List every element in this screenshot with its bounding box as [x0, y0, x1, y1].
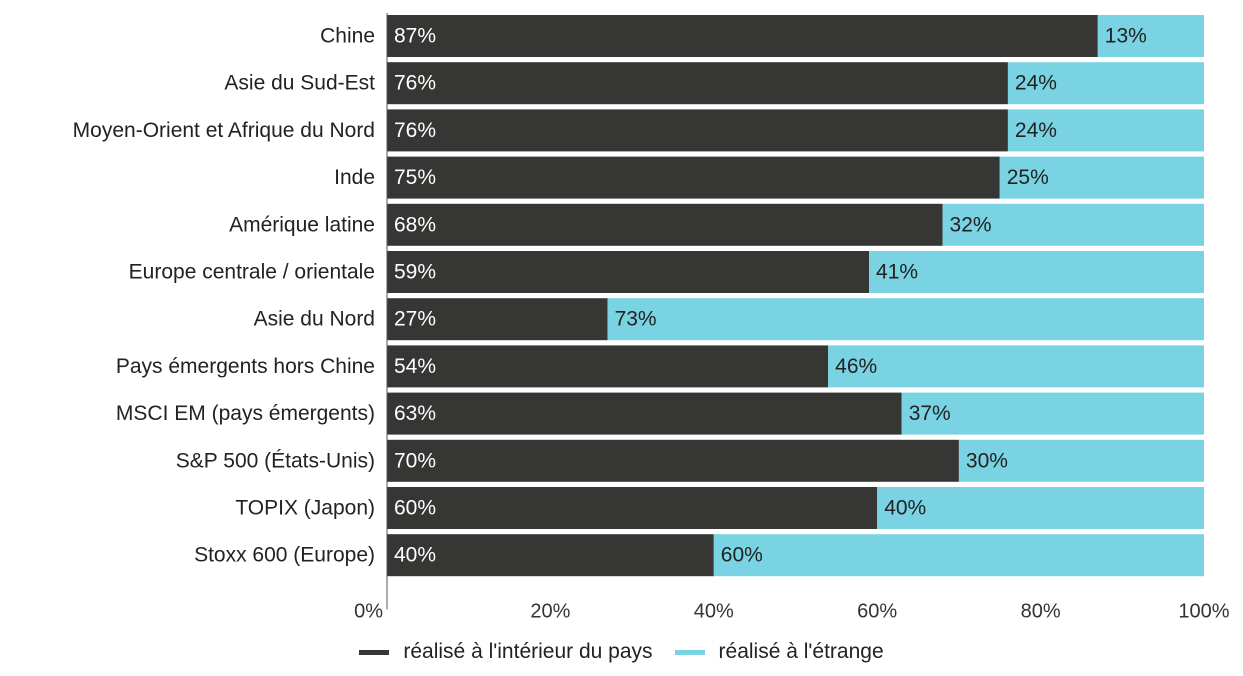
bar-label-domestic: 75% [394, 166, 436, 189]
x-tick-label: 0% [354, 600, 383, 622]
bar-foreign [869, 251, 1204, 293]
category-label: MSCI EM (pays émergents) [116, 402, 375, 425]
bar-foreign [713, 534, 1204, 577]
bar-foreign [1007, 109, 1204, 152]
stacked-bar-chart: Chine 87% 13% Asie du Sud-Est 76% 24% Moyen-Or… [73, 13, 1230, 622]
bar-label-domestic: 59% [394, 261, 436, 284]
bar-label-domestic: 40% [394, 544, 436, 567]
bar-label-domestic: 54% [394, 355, 436, 378]
bar-label-foreign: 25% [1007, 166, 1049, 189]
bar-domestic [387, 15, 1098, 57]
bar-label-foreign: 24% [1015, 72, 1057, 95]
category-label: Asie du Sud-Est [224, 72, 375, 95]
bar-domestic [387, 298, 608, 341]
bar-domestic [387, 439, 959, 482]
bar-domestic [387, 203, 943, 246]
legend-item-domestic: réalisé à l'intérieur du pays [359, 640, 653, 664]
x-tick-label: 80% [1021, 600, 1061, 622]
x-tick-label: 100% [1178, 600, 1229, 622]
bar-label-domestic: 76% [394, 72, 436, 95]
bar-domestic [387, 345, 829, 388]
bar-label-foreign: 32% [950, 213, 992, 236]
bar-domestic [387, 392, 902, 435]
bar-label-foreign: 13% [1105, 25, 1147, 48]
x-tick-label: 20% [530, 600, 570, 622]
legend-item-foreign: réalisé à l'étrange [674, 640, 884, 664]
bar-label-foreign: 30% [966, 449, 1008, 472]
category-label: TOPIX (Japon) [235, 497, 375, 520]
bar-foreign [958, 439, 1204, 482]
bar-label-domestic: 70% [394, 449, 436, 472]
bar-label-domestic: 63% [394, 402, 436, 425]
category-label: S&P 500 (États-Unis) [176, 449, 375, 472]
bar-domestic [387, 109, 1008, 152]
bar-domestic [387, 156, 1000, 199]
legend-label-foreign: réalisé à l'étrange [718, 640, 884, 663]
bar-label-domestic: 27% [394, 308, 436, 331]
bar-label-foreign: 40% [884, 497, 926, 520]
bar-label-foreign: 60% [721, 544, 763, 567]
bar-label-foreign: 24% [1015, 119, 1057, 142]
legend-swatch-domestic [359, 649, 390, 655]
category-label: Asie du Nord [254, 308, 375, 331]
bar-foreign [607, 298, 1204, 341]
bar-domestic [387, 251, 870, 293]
legend-label-domestic: réalisé à l'intérieur du pays [403, 640, 653, 663]
bar-domestic [387, 62, 1008, 105]
bar-label-foreign: 46% [835, 355, 877, 378]
category-label: Pays émergents hors Chine [116, 355, 375, 378]
category-label: Chine [320, 25, 375, 48]
bar-foreign [999, 156, 1204, 199]
category-label: Inde [334, 166, 375, 189]
legend-swatch-foreign [674, 649, 705, 655]
bar-foreign [942, 203, 1204, 246]
bar-foreign [877, 487, 1204, 529]
bar-foreign [828, 345, 1204, 388]
x-tick-label: 40% [694, 600, 734, 622]
category-label: Amérique latine [229, 213, 375, 236]
bar-label-domestic: 68% [394, 213, 436, 236]
category-label: Moyen-Orient et Afrique du Nord [73, 119, 375, 142]
bar-domestic [387, 534, 714, 577]
category-label: Stoxx 600 (Europe) [194, 544, 375, 567]
bar-foreign [1007, 62, 1204, 105]
bar-label-domestic: 60% [394, 497, 436, 520]
bar-label-foreign: 37% [909, 402, 951, 425]
bar-domestic [387, 487, 878, 529]
bar-label-foreign: 41% [876, 261, 918, 284]
bar-label-domestic: 76% [394, 119, 436, 142]
bar-label-domestic: 87% [394, 25, 436, 48]
bar-foreign [901, 392, 1204, 435]
legend: réalisé à l'intérieur du pays réalisé à … [0, 640, 1243, 664]
category-label: Europe centrale / orientale [129, 261, 375, 284]
x-tick-label: 60% [857, 600, 897, 622]
bar-foreign [1097, 15, 1204, 57]
bar-label-foreign: 73% [615, 308, 657, 331]
